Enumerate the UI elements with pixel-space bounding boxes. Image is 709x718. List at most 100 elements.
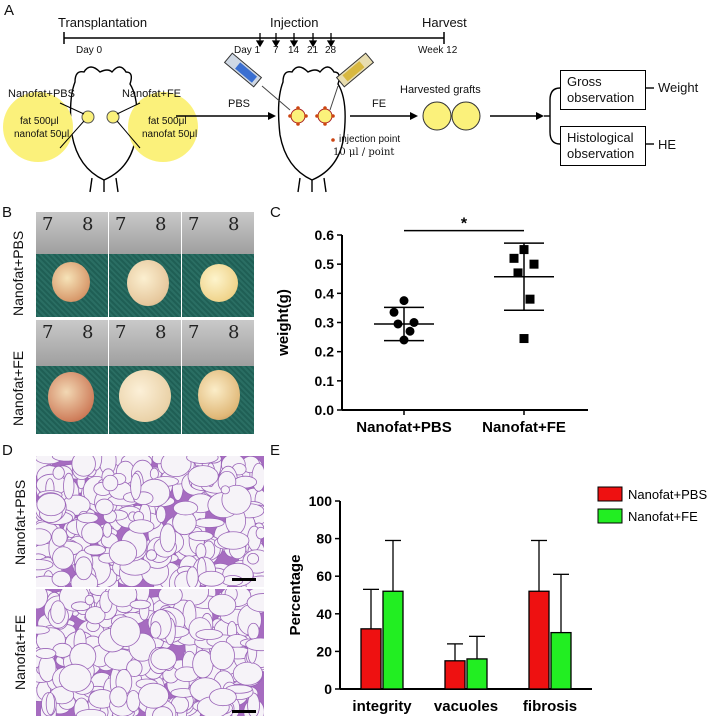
y-tick-label: 20 <box>316 643 332 659</box>
adipocyte <box>197 570 225 587</box>
scale-bar <box>232 710 256 713</box>
adipocyte <box>45 692 56 716</box>
adipocyte <box>58 663 92 693</box>
adipocyte <box>50 600 66 624</box>
y-axis-label: Percentage <box>287 555 304 636</box>
label-day28: 28 <box>325 45 337 56</box>
bar <box>466 658 488 690</box>
adipocyte <box>81 521 104 545</box>
data-point <box>409 318 419 327</box>
adipocyte <box>173 500 199 516</box>
adipocyte <box>209 640 235 671</box>
label-transplantation: Transplantation <box>58 15 148 30</box>
adipocyte <box>188 530 214 542</box>
y-tick-label: 0.2 <box>315 344 335 360</box>
x-tick-label: Nanofat+FE <box>482 419 566 436</box>
adipocyte <box>245 637 264 652</box>
histology-row2-label: Nanofat+FE <box>12 614 28 690</box>
photo-row1-label: Nanofat+PBS <box>10 230 26 316</box>
panel-label-b: B <box>2 204 13 221</box>
adipocyte <box>221 484 252 515</box>
adipocyte <box>102 474 119 492</box>
label-day0: Day 0 <box>76 45 103 56</box>
adipocyte <box>130 472 142 501</box>
percentage-bar-chart: 0 20 40 60 80 100 Percentage integrity vacuoles f… <box>287 486 707 715</box>
adipocyte <box>36 625 50 635</box>
adipocyte <box>187 465 219 488</box>
label-nanofat-fe: Nanofat+FE <box>122 88 182 100</box>
adipocyte <box>128 519 155 534</box>
label-pbs: PBS <box>228 98 251 110</box>
ruler-7: 7 <box>42 322 54 343</box>
label-day1: Day 1 <box>234 45 261 56</box>
syringe-left <box>223 52 291 111</box>
ruler-8: 8 <box>82 214 94 235</box>
adipocyte <box>150 647 177 671</box>
adipocyte <box>52 465 65 480</box>
data-point <box>405 326 415 336</box>
legend-swatch <box>597 508 623 524</box>
adipocyte <box>247 552 260 565</box>
y-tick-label: 40 <box>316 606 332 622</box>
adipocyte <box>84 594 95 606</box>
adipocyte <box>126 659 143 677</box>
ruler-7: 7 <box>188 214 200 235</box>
adipocyte <box>84 606 106 625</box>
photo-row2-label: Nanofat+FE <box>10 350 26 426</box>
adipocyte <box>36 648 57 659</box>
adipocyte <box>76 708 107 716</box>
adipocyte <box>107 589 138 608</box>
adipocyte <box>74 556 93 581</box>
adipocyte <box>145 549 157 561</box>
box-gross-line1: Gross <box>567 74 602 89</box>
panel-label-c: C <box>270 204 281 221</box>
adipocyte <box>207 593 237 617</box>
adipocyte <box>109 686 128 708</box>
data-point <box>525 294 535 304</box>
label-nanofat-pbs: Nanofat+PBS <box>8 88 75 100</box>
ruler-8: 8 <box>82 322 94 343</box>
label-day21: 21 <box>307 45 319 56</box>
syringe-right <box>329 52 375 111</box>
data-point <box>399 296 409 306</box>
x-tick-label: integrity <box>352 698 412 715</box>
adipocyte <box>36 528 52 546</box>
histology-image-pbs <box>36 456 264 587</box>
bar <box>444 660 466 690</box>
adipocyte <box>36 559 54 571</box>
adipocyte <box>63 472 75 500</box>
adipocyte <box>129 599 151 610</box>
label-injection: Injection <box>270 15 319 30</box>
label-day7: 7 <box>273 45 279 56</box>
bar <box>550 631 572 690</box>
histology-row1-label: Nanofat+PBS <box>12 479 28 565</box>
y-tick-label: 0.0 <box>315 402 335 418</box>
adipocyte <box>51 570 72 587</box>
label-harvested-grafts: Harvested grafts <box>400 84 481 96</box>
adipocyte <box>155 505 167 523</box>
significance-star: * <box>461 216 468 233</box>
y-tick-label: 0.6 <box>315 227 335 243</box>
bar <box>360 628 382 690</box>
y-tick-label: 80 <box>316 531 332 547</box>
adipocyte <box>102 522 113 538</box>
legend-label: Nanofat+PBS <box>628 487 707 502</box>
adipocyte <box>232 661 263 686</box>
panel-label-a: A <box>4 2 15 19</box>
box-gross: Gross observation <box>560 70 646 110</box>
adipocyte <box>195 543 207 560</box>
label-fat-right: fat 500μl <box>148 116 187 127</box>
ruler-8: 8 <box>155 214 167 235</box>
bar <box>528 590 550 690</box>
y-axis-label: weight(g) <box>275 289 292 357</box>
adipocyte <box>251 462 264 492</box>
adipocyte <box>52 546 75 570</box>
y-tick-label: 100 <box>309 493 333 509</box>
legend-label: Nanofat+FE <box>628 509 698 524</box>
